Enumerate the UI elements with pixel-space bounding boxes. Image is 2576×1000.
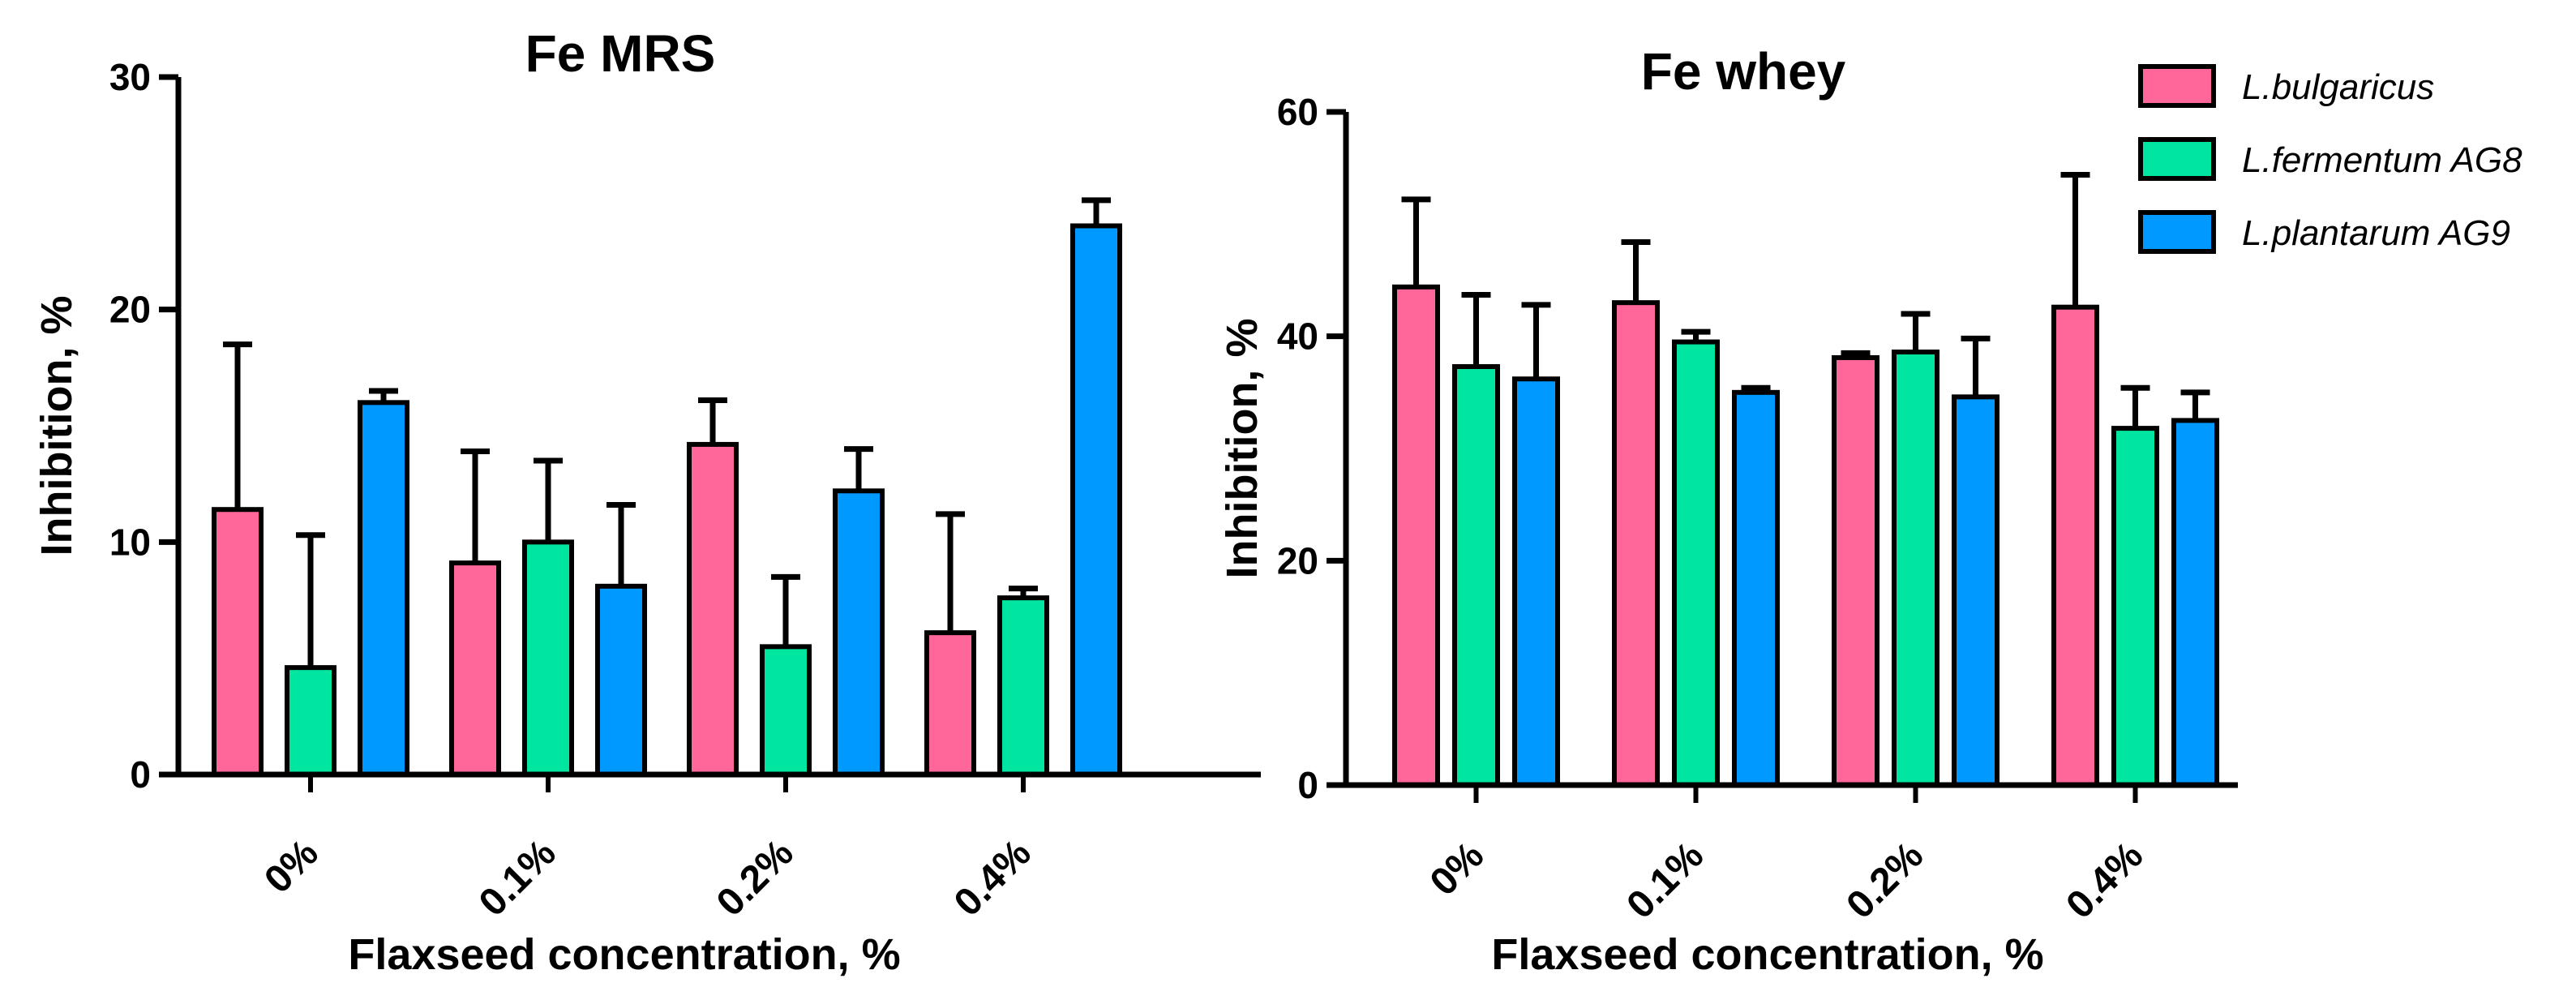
y-tick-label: 0 [1297,764,1318,806]
chart-title: Fe whey [1641,42,1846,101]
legend-label: L.fermentum AG8 [2242,140,2522,180]
x-tick-label: 0.2% [709,831,802,925]
bar [997,595,1049,778]
x-tick-label: 0.1% [1618,834,1712,927]
x-tick-label: 0.2% [1838,834,1931,927]
bar [522,539,574,777]
bar [595,583,647,777]
bar [1392,284,1440,788]
legend-label: L.plantarum AG9 [2242,213,2510,253]
legend-swatch [2138,137,2216,181]
bar [1452,364,1500,788]
legend-swatch [2138,210,2216,254]
bar [212,507,264,777]
bar [687,441,739,778]
chart-fe-whey: Fe whey Inhibition, % Flaxseed concentrati… [1218,42,2238,979]
y-tick-label: 60 [1277,91,1318,133]
bar [760,644,812,777]
y-axis-label: Inhibition, % [32,296,81,556]
bar [358,400,409,777]
bar [2171,418,2219,788]
chart-fe-mrs: Fe MRS Inhibition, % Flaxseed concentratio… [32,24,1261,979]
x-tick-label: 0.4% [2058,834,2151,927]
x-axis-label: Flaxseed concentration, % [348,930,900,979]
x-tick-label: 0.4% [946,831,1039,925]
bar [833,488,885,777]
bar [924,630,976,778]
bar [1732,389,1780,788]
y-tick-label: 30 [109,56,151,98]
bar [2111,426,2159,788]
bar [1832,354,1879,788]
bar [2051,304,2099,788]
y-axis-label: Inhibition, % [1218,319,1267,579]
x-tick-label: 0% [1422,834,1493,904]
bar [1672,339,1720,788]
y-tick-label: 20 [109,289,151,331]
bar [285,665,336,778]
chart-title: Fe MRS [525,24,716,83]
y-tick-label: 10 [109,521,151,563]
bar [1952,394,2000,788]
y-tick-label: 0 [130,753,151,796]
legend-swatch [2138,64,2216,108]
bar [1892,350,1940,788]
x-axis-label: Flaxseed concentration, % [1491,930,2043,979]
bar [1070,223,1122,777]
legend: L.bulgaricus L.fermentum AG8 L.plantarum A… [2138,64,2522,254]
y-tick-label: 40 [1277,315,1318,358]
bar [449,560,501,778]
x-tick-label: 0.1% [471,831,564,925]
bar [1612,300,1660,788]
bar [1512,376,1560,788]
x-tick-label: 0% [256,831,327,902]
y-tick-label: 20 [1277,539,1318,582]
legend-label: L.bulgaricus [2242,67,2434,107]
